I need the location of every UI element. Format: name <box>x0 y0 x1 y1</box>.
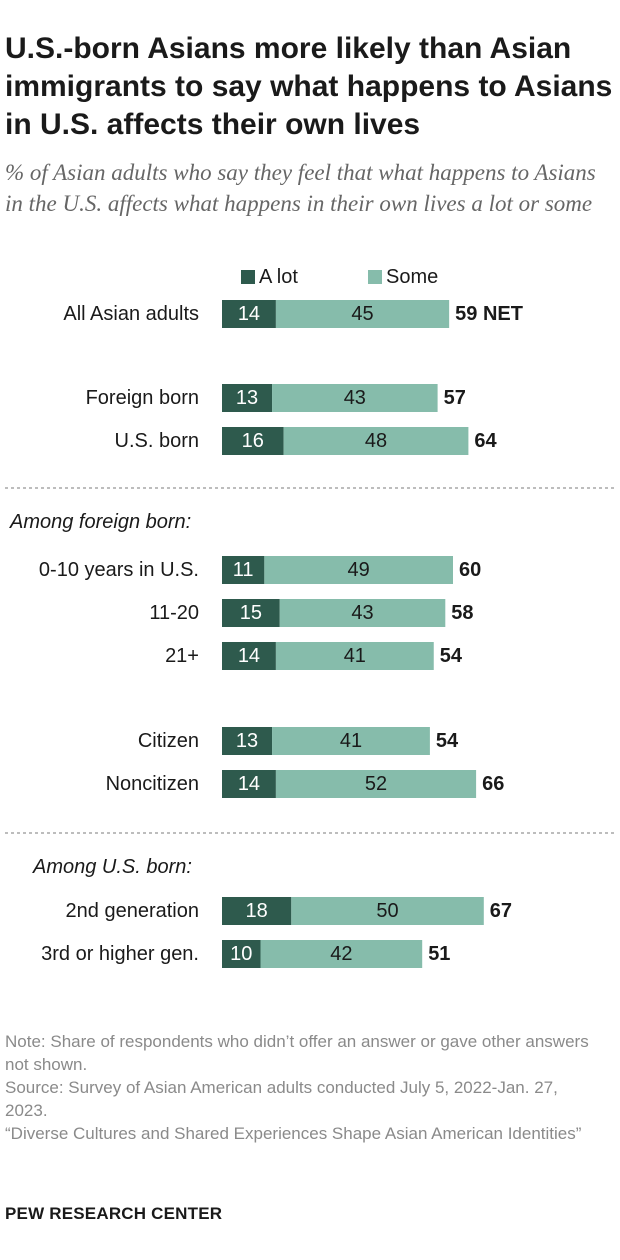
bar-some <box>291 897 484 925</box>
chart-subtitle: % of Asian adults who say they feel that… <box>5 160 596 216</box>
chart-title: U.S.-born Asians more likely than Asian … <box>5 32 613 141</box>
bar-a-lot <box>222 897 292 925</box>
row-label: 2nd generation <box>66 900 199 922</box>
net-label: 60 <box>459 559 481 581</box>
row-label: 0-10 years in U.S. <box>39 559 199 581</box>
section-heading: Among foreign born: <box>9 511 191 533</box>
value-label-some: 41 <box>344 645 366 667</box>
net-label: 66 <box>482 773 504 795</box>
bar-some <box>264 556 453 584</box>
value-label-some: 52 <box>365 773 387 795</box>
bar-some <box>283 427 469 455</box>
report-title: “Diverse Cultures and Shared Experiences… <box>5 1124 582 1143</box>
value-label-some: 45 <box>351 303 373 325</box>
row-label: Foreign born <box>86 387 199 409</box>
value-label-a-lot: 13 <box>236 387 258 409</box>
net-label: 59 NET <box>455 303 523 325</box>
bar-a-lot <box>222 300 276 328</box>
value-label-a-lot: 14 <box>238 645 260 667</box>
net-label: 54 <box>436 730 459 752</box>
note-text: Note: Share of respondents who didn’t of… <box>5 1032 589 1074</box>
value-label-a-lot: 13 <box>236 730 258 752</box>
value-label-some: 42 <box>330 943 352 965</box>
row-label: Noncitizen <box>106 773 199 795</box>
value-label-some: 50 <box>376 900 398 922</box>
section-heading: Among U.S. born: <box>32 856 192 878</box>
legend-label-a-lot: A lot <box>259 266 298 288</box>
bar-a-lot <box>222 556 265 584</box>
bar-some <box>272 727 430 755</box>
footnotes: Note: Share of respondents who didn’t of… <box>5 1030 605 1145</box>
value-label-some: 43 <box>344 387 366 409</box>
bar-a-lot <box>222 770 276 798</box>
net-label: 57 <box>444 387 466 409</box>
stacked-bar-chart: A lot Some All Asian adults 14 45 59 NET Forei… <box>5 266 615 968</box>
net-label: 58 <box>451 602 473 624</box>
bar-some <box>275 642 434 670</box>
net-label: 64 <box>474 430 497 452</box>
value-label-a-lot: 18 <box>246 900 268 922</box>
legend-swatch-some <box>368 270 382 284</box>
bar-some <box>260 940 423 968</box>
bar-a-lot <box>222 727 273 755</box>
value-label-some: 49 <box>348 559 370 581</box>
bar-a-lot <box>222 599 280 627</box>
net-label: 67 <box>490 900 512 922</box>
row-label: 3rd or higher gen. <box>41 943 199 965</box>
row-label: 11-20 <box>149 602 199 624</box>
value-label-some: 43 <box>351 602 373 624</box>
value-label-a-lot: 16 <box>242 430 264 452</box>
value-label-a-lot: 14 <box>238 773 260 795</box>
net-label: 51 <box>428 943 450 965</box>
value-label-some: 41 <box>340 730 362 752</box>
bar-a-lot <box>222 940 261 968</box>
value-label-a-lot: 15 <box>240 602 262 624</box>
bar-some <box>272 384 438 412</box>
value-label-a-lot: 11 <box>233 559 254 581</box>
bar-some <box>279 599 446 627</box>
row-label: U.S. born <box>115 430 199 452</box>
row-label: Citizen <box>138 730 199 752</box>
legend-swatch-a-lot <box>241 270 255 284</box>
source-text: Source: Survey of Asian American adults … <box>5 1078 558 1120</box>
value-label-a-lot: 14 <box>238 303 260 325</box>
bar-a-lot <box>222 642 276 670</box>
value-label-some: 48 <box>365 430 387 452</box>
bar-some <box>275 770 477 798</box>
net-label: 54 <box>440 645 463 667</box>
value-label-a-lot: 10 <box>230 943 252 965</box>
bar-a-lot <box>222 384 273 412</box>
row-label: 21+ <box>165 645 199 667</box>
row-label: All Asian adults <box>63 303 199 325</box>
pew-logo-text: PEW RESEARCH CENTER <box>5 1204 223 1223</box>
bar-some <box>275 300 450 328</box>
legend-label-some: Some <box>386 266 438 288</box>
bar-a-lot <box>222 427 284 455</box>
